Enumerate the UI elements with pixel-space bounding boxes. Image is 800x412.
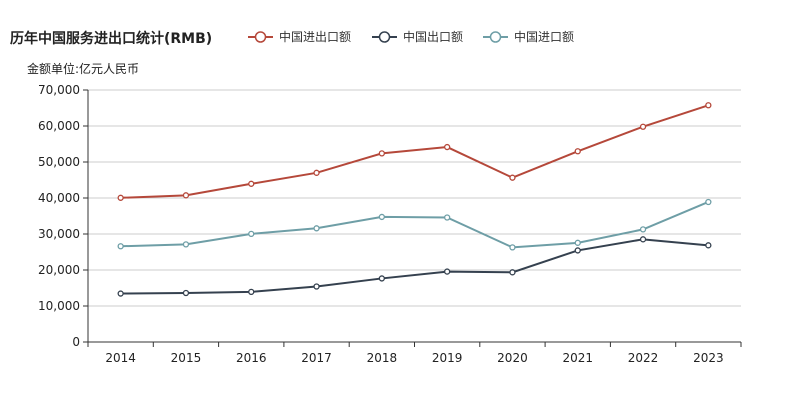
legend-item[interactable]: 中国进口额 xyxy=(483,29,574,44)
data-point xyxy=(378,213,386,221)
x-tick-label: 2020 xyxy=(497,351,528,365)
data-point xyxy=(639,123,647,130)
series-line xyxy=(120,238,709,295)
legend-marker-icon xyxy=(254,31,267,43)
x-tick-label: 2015 xyxy=(171,351,202,365)
data-point xyxy=(705,102,712,109)
x-tick-label: 2023 xyxy=(693,351,724,365)
data-point xyxy=(639,226,647,233)
data-point xyxy=(574,239,581,246)
data-point xyxy=(443,268,451,275)
y-tick-label: 70,000 xyxy=(38,83,80,97)
x-tick-label: 2016 xyxy=(236,351,267,365)
legend-label: 中国出口额 xyxy=(403,29,463,44)
data-point xyxy=(313,225,320,232)
data-point xyxy=(313,169,320,176)
legend-item[interactable]: 中国进出口额 xyxy=(248,29,351,44)
y-tick-label: 30,000 xyxy=(38,227,80,241)
legend-marker-icon xyxy=(378,31,391,43)
data-point xyxy=(378,275,386,282)
legend-label: 中国进口额 xyxy=(514,29,574,44)
x-tick-label: 2019 xyxy=(432,351,463,365)
data-point xyxy=(574,247,581,254)
x-tick-label: 2021 xyxy=(562,351,593,365)
y-tick-label: 60,000 xyxy=(38,119,80,133)
data-point xyxy=(117,290,124,297)
data-point xyxy=(117,194,124,201)
x-tick-label: 2014 xyxy=(105,351,136,365)
data-point xyxy=(117,243,124,250)
x-tick-label: 2018 xyxy=(367,351,398,365)
data-point xyxy=(182,192,190,199)
y-tick-label: 0 xyxy=(72,335,80,349)
series-line xyxy=(120,201,709,249)
data-point xyxy=(509,244,516,251)
data-point xyxy=(639,236,647,243)
y-tick-label: 40,000 xyxy=(38,191,80,205)
data-point xyxy=(509,269,516,276)
data-point xyxy=(378,150,386,157)
data-point xyxy=(313,283,320,290)
legend-marker-icon xyxy=(489,31,502,43)
chart-title: 历年中国服务进出口统计(RMB) xyxy=(10,30,212,47)
y-tick-label: 20,000 xyxy=(38,263,80,277)
x-tick-label: 2022 xyxy=(628,351,659,365)
data-point xyxy=(443,143,451,151)
data-point xyxy=(182,289,190,297)
y-axis-unit-label: 金额单位:亿元人民币 xyxy=(27,61,139,76)
data-point xyxy=(248,230,255,238)
data-point xyxy=(182,241,190,248)
y-tick-label: 10,000 xyxy=(38,299,80,313)
data-point xyxy=(443,214,451,221)
data-point xyxy=(574,148,581,155)
data-point xyxy=(509,174,516,181)
data-point xyxy=(705,242,712,249)
x-tick-label: 2017 xyxy=(301,351,332,365)
y-tick-label: 50,000 xyxy=(38,155,80,169)
data-point xyxy=(248,288,255,296)
data-point xyxy=(705,198,712,206)
legend-label: 中国进出口额 xyxy=(279,29,351,44)
data-point xyxy=(248,180,255,187)
series-line xyxy=(120,104,709,199)
legend-item[interactable]: 中国出口额 xyxy=(372,29,463,44)
